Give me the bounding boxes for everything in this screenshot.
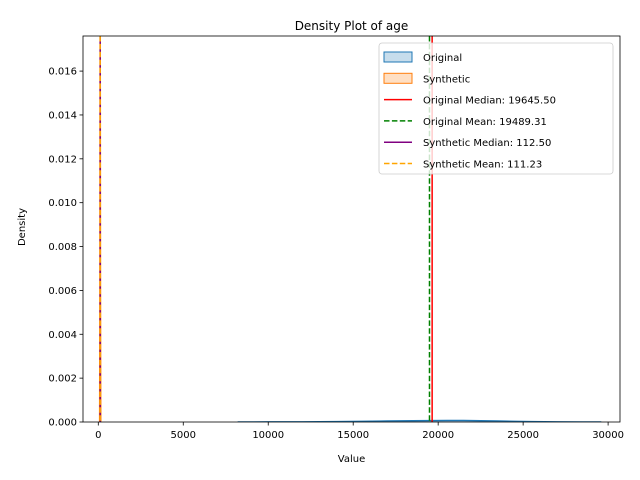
legend-item-6: Synthetic Mean: 111.23 [384, 160, 542, 171]
legend-swatch [383, 72, 413, 84]
legend-label: Synthetic [423, 74, 470, 85]
legend-label: Original [423, 53, 462, 64]
y-tick-label: 0.002 [48, 374, 77, 385]
legend-item-1: Original [383, 51, 462, 64]
legend-label: Original Mean: 19489.31 [423, 117, 547, 128]
y-tick-label: 0.012 [48, 154, 77, 165]
y-tick-label: 0.010 [48, 198, 77, 209]
x-tick-label: 15000 [337, 430, 369, 441]
x-tick-label: 30000 [592, 430, 624, 441]
chart-title: Density Plot of age [295, 19, 409, 33]
y-tick-label: 0.016 [48, 67, 77, 78]
legend-label: Original Median: 19645.50 [423, 96, 556, 107]
y-tick-label: 0.006 [48, 286, 77, 297]
x-tick-label: 10000 [252, 430, 284, 441]
legend-item-4: Original Mean: 19489.31 [384, 117, 547, 128]
legend-swatch [383, 51, 413, 63]
x-axis-label: Value [338, 454, 365, 465]
legend-item-5: Synthetic Median: 112.50 [384, 138, 551, 149]
axes-frame [82, 35, 621, 423]
legend-item-2: Synthetic [383, 72, 470, 85]
legend-item-3: Original Median: 19645.50 [384, 96, 556, 107]
x-tick-label: 25000 [507, 430, 539, 441]
x-tick-label: 5000 [171, 430, 196, 441]
x-tick-label: 20000 [422, 430, 454, 441]
y-tick-label: 0.008 [48, 242, 77, 253]
legend: Original Synthetic Original Median: 19645.… [378, 42, 614, 175]
y-tick-label: 0.004 [48, 330, 77, 341]
legend-label: Synthetic Median: 112.50 [423, 138, 551, 149]
y-tick-label: 0.014 [48, 110, 77, 121]
x-tick-label: 0 [95, 430, 101, 441]
y-tick-label: 0.000 [48, 418, 77, 429]
y-axis-label: Density [17, 208, 28, 246]
legend-label: Synthetic Mean: 111.23 [423, 160, 542, 171]
axes: 0 5000 10000 15000 20000 25000 30000 0.000 0.002… [48, 35, 624, 441]
legend-box [378, 42, 614, 175]
